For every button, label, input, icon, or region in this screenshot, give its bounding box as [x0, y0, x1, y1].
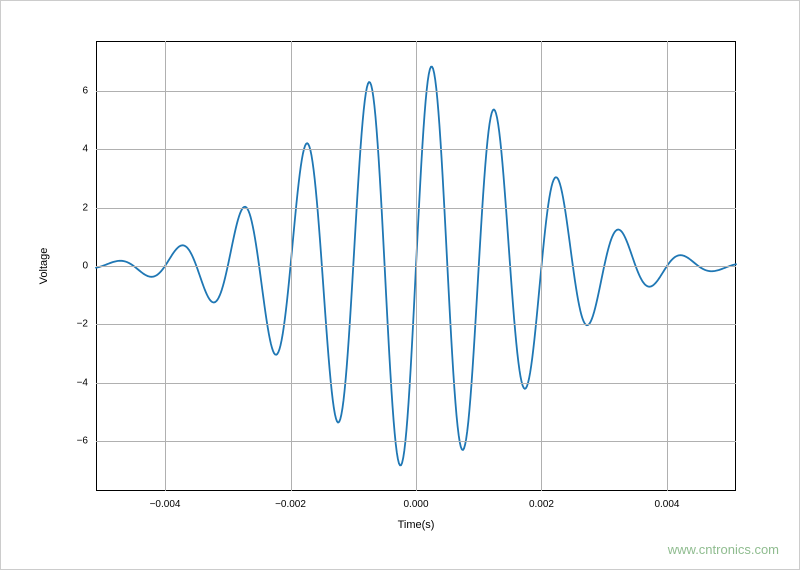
gridline-h [96, 266, 736, 267]
chart-container: −0.004 −0.002 0.000 0.002 0.004 −6 −4 −2 0 2 4 6 T… [0, 0, 800, 570]
y-tick-label: −6 [66, 436, 88, 447]
y-axis-label: Voltage [38, 248, 50, 285]
gridline-h [96, 441, 736, 442]
watermark: www.cntronics.com [668, 542, 779, 557]
y-tick-label: −2 [66, 319, 88, 330]
x-tick-label: −0.002 [275, 499, 306, 510]
x-tick-label: −0.004 [150, 499, 181, 510]
gridline-h [96, 324, 736, 325]
y-tick-label: −4 [66, 377, 88, 388]
gridline-h [96, 149, 736, 150]
gridline-h [96, 91, 736, 92]
y-tick-label: 4 [66, 144, 88, 155]
x-tick-label: 0.000 [403, 499, 428, 510]
gridline-h [96, 208, 736, 209]
gridline-h [96, 383, 736, 384]
y-tick-label: 2 [66, 202, 88, 213]
plot-area [96, 41, 736, 491]
y-tick-label: 0 [66, 261, 88, 272]
x-tick-label: 0.004 [654, 499, 679, 510]
x-tick-label: 0.002 [529, 499, 554, 510]
x-axis-label: Time(s) [398, 519, 435, 531]
y-tick-label: 6 [66, 85, 88, 96]
